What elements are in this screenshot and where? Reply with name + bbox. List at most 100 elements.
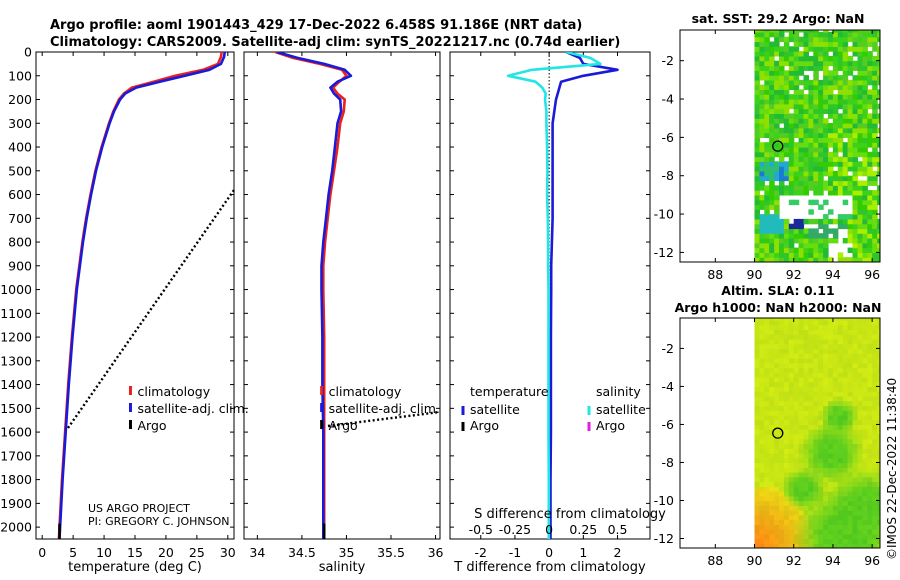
sat-sst-map-cell [857,170,863,177]
sat-sst-map-cell [793,252,800,258]
sla-map-cell [813,367,819,373]
sat-sst-map-cell [828,209,834,215]
sat-sst-map-cell [857,257,863,262]
sat-sst-map-cell [872,46,878,52]
sat-sst-map-cell [764,132,770,138]
sla-map-cell [783,400,790,407]
sat-sst-map-cell [823,180,829,186]
sat-sst-map-cell [828,127,834,134]
sla-map-cell [798,434,805,440]
sla-map-cell [852,395,858,402]
sat-sst-map-cell [798,175,805,182]
sla-map-cell [754,543,760,548]
sla-map-cell [842,495,849,502]
sat-sst-map-cell [857,209,863,215]
sla-map-cell [867,334,873,340]
sat-sst-map-cell [857,46,863,52]
sat-sst-map-cell [769,252,775,258]
sat-sst-map-cell [828,89,834,95]
sat-sst-map-cell [813,228,819,234]
sat-sst-map-cell [847,118,854,124]
sla-map-cell [764,500,770,506]
sat-sst-map-cell [877,89,880,95]
sat-sst-map-cell [872,31,878,38]
sat-sst-map-cell [759,204,765,210]
sat-sst-map-cell [872,175,878,182]
sat-sst-map-cell [842,65,849,71]
sla-map-cell [877,472,880,478]
sla-map-cell [759,362,765,369]
sla-map-cell [813,462,819,468]
sat-sst-map-cell [779,228,785,234]
sat-sst-map-cell [852,113,858,119]
sat-sst-map-cell [818,103,824,110]
sat-sst-map-cell [788,147,795,153]
sla-map-cell [872,457,878,464]
sat-sst-map-cell [862,41,868,47]
sat-sst-map-cell [832,123,839,129]
sla-map-cell [764,362,770,369]
sla-map-cell [803,334,809,340]
sat-sst-map-cell [774,142,780,148]
sat-sst-map-cell [764,103,770,110]
sla-map-cell [788,329,795,335]
sat-sst-map-cell [842,199,849,206]
sla-map-cell [798,353,805,359]
sat-sst-map-cell [867,190,873,196]
sla-map-cell [877,519,880,525]
sat-sst-map-cell [857,228,863,234]
sla-map-cell [779,357,785,364]
sla-map-cell [759,414,765,421]
sla-map-cell [774,367,780,373]
sat-sst-map-cell [818,233,824,239]
diff-stick-label: -0.5 [469,522,493,537]
salinity-xtick-label: 34 [249,545,265,560]
sat-sst-map-cell [754,30,760,33]
sla-map-cell [769,453,775,459]
sat-sst-map-cell [759,175,765,182]
sla-map-cell [793,457,800,464]
sla-map-cell [779,362,785,369]
sat-sst-map-cell [774,185,780,191]
sla-map-cell [803,395,809,402]
sat-sst-map-cell [803,123,809,129]
sla-map-cell [759,533,765,540]
sat-sst-map-cell [793,123,800,129]
sat-sst-map-cell [818,252,824,258]
sla-map-cell [837,481,844,487]
sla-map-cell [774,424,780,430]
sla-map-cell [779,524,785,530]
sla-map-cell [818,357,824,364]
sat-sst-map-cell [872,252,878,258]
sat-sst-map-cell [867,209,873,215]
sla-map-cell [803,514,809,521]
sat-sst-map-cell [788,103,795,110]
sat-sst-map-cell [842,223,849,230]
sat-sst-map-cell [877,199,880,206]
sat-sst-map-cell [857,113,863,119]
sla-map-cell [813,434,819,440]
sla-map-cell [867,410,873,416]
sla-map-cell [793,357,800,364]
sla-map-cell [793,438,800,445]
sla-map-cell [764,410,770,416]
sat-sst-map-cell [823,151,829,158]
sla-map-cell [857,381,863,388]
sla-map-cell [788,395,795,402]
sat-sst-map-cell [798,180,805,186]
sat-sst-map-cell [788,180,795,186]
sat-sst-map-cell [793,46,800,52]
sla-map-cell [764,514,770,521]
sat-sst-map-cell [788,238,795,244]
sla-map-cell [857,372,863,378]
sla-map-cell [877,500,880,506]
sat-sst-map-cell [808,185,814,191]
sat-sst-map-cell [788,51,795,57]
sla-map-cell [857,424,863,430]
sla-map-cell [877,400,880,407]
sla-map-cell [813,538,819,544]
sla-map-cell [788,376,795,383]
sat-sst-map-cell [754,199,760,206]
sla-map-cell [862,419,868,426]
sla-map-cell [764,495,770,502]
